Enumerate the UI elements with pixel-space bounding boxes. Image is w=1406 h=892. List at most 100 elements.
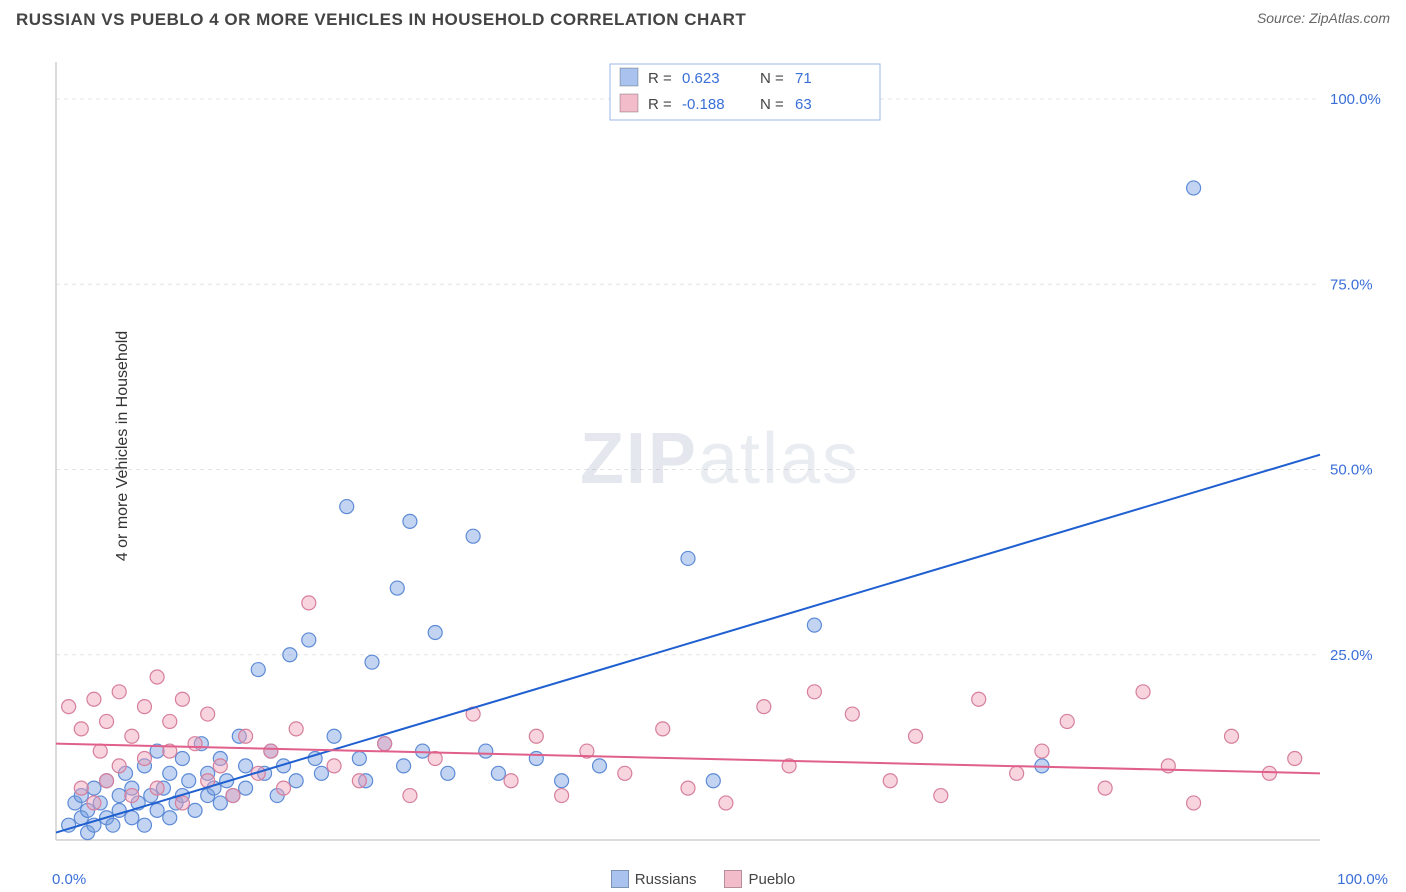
data-point — [74, 722, 88, 736]
data-point — [555, 789, 569, 803]
svg-text:100.0%: 100.0% — [1330, 91, 1381, 108]
data-point — [100, 714, 114, 728]
data-point — [807, 618, 821, 632]
legend-item: Pueblo — [724, 870, 795, 888]
data-point — [934, 789, 948, 803]
x-tick-left: 0.0% — [52, 871, 86, 888]
data-point — [618, 766, 632, 780]
legend-bottom: RussiansPueblo — [0, 870, 1406, 888]
chart-container: ZIPatlas 25.0%50.0%75.0%100.0%R = 0.623N… — [50, 56, 1390, 862]
data-point — [365, 655, 379, 669]
data-point — [441, 766, 455, 780]
data-point — [277, 781, 291, 795]
data-point — [706, 774, 720, 788]
data-point — [1035, 744, 1049, 758]
page-title: RUSSIAN VS PUEBLO 4 OR MORE VEHICLES IN … — [16, 10, 746, 30]
data-point — [289, 774, 303, 788]
data-point — [390, 581, 404, 595]
data-point — [302, 633, 316, 647]
data-point — [719, 796, 733, 810]
data-point — [188, 803, 202, 817]
data-point — [883, 774, 897, 788]
data-point — [1187, 796, 1201, 810]
data-point — [681, 551, 695, 565]
data-point — [340, 500, 354, 514]
data-point — [137, 751, 151, 765]
svg-text:R =: R = — [648, 70, 672, 87]
data-point — [327, 759, 341, 773]
data-point — [428, 626, 442, 640]
scatter-chart: 25.0%50.0%75.0%100.0%R = 0.623N = 71R = … — [50, 56, 1390, 862]
data-point — [1010, 766, 1024, 780]
data-point — [289, 722, 303, 736]
svg-text:63: 63 — [795, 96, 812, 113]
legend-top: R = 0.623N = 71R = -0.188N = 63 — [610, 64, 880, 120]
data-point — [491, 766, 505, 780]
data-point — [226, 789, 240, 803]
svg-text:N =: N = — [760, 70, 784, 87]
data-point — [150, 670, 164, 684]
svg-text:-0.188: -0.188 — [682, 96, 725, 113]
data-point — [656, 722, 670, 736]
data-point — [175, 751, 189, 765]
data-point — [112, 759, 126, 773]
data-point — [1262, 766, 1276, 780]
data-point — [188, 737, 202, 751]
data-point — [87, 796, 101, 810]
data-point — [1187, 181, 1201, 195]
trend-line — [56, 455, 1320, 833]
data-point — [378, 737, 392, 751]
data-point — [182, 774, 196, 788]
data-point — [1225, 729, 1239, 743]
source-label: Source: ZipAtlas.com — [1257, 10, 1390, 26]
data-point — [504, 774, 518, 788]
data-point — [163, 714, 177, 728]
data-point — [845, 707, 859, 721]
data-point — [125, 729, 139, 743]
data-point — [112, 685, 126, 699]
svg-text:50.0%: 50.0% — [1330, 462, 1373, 479]
data-point — [163, 766, 177, 780]
data-point — [93, 744, 107, 758]
data-point — [529, 729, 543, 743]
data-point — [239, 781, 253, 795]
data-point — [163, 811, 177, 825]
data-point — [87, 781, 101, 795]
data-point — [125, 811, 139, 825]
data-point — [137, 818, 151, 832]
data-point — [106, 818, 120, 832]
svg-text:75.0%: 75.0% — [1330, 276, 1373, 293]
legend-swatch — [611, 870, 629, 888]
data-point — [112, 789, 126, 803]
data-point — [283, 648, 297, 662]
x-tick-right: 100.0% — [1337, 871, 1388, 888]
data-point — [397, 759, 411, 773]
data-point — [213, 796, 227, 810]
legend-swatch — [724, 870, 742, 888]
data-point — [239, 729, 253, 743]
data-point — [352, 774, 366, 788]
svg-text:N =: N = — [760, 96, 784, 113]
svg-text:R =: R = — [648, 96, 672, 113]
data-point — [416, 744, 430, 758]
data-point — [150, 803, 164, 817]
legend-label: Pueblo — [748, 871, 795, 888]
data-point — [100, 774, 114, 788]
data-point — [1136, 685, 1150, 699]
data-point — [555, 774, 569, 788]
data-point — [74, 781, 88, 795]
data-point — [175, 692, 189, 706]
svg-text:25.0%: 25.0% — [1330, 647, 1373, 664]
data-point — [466, 529, 480, 543]
data-point — [251, 663, 265, 677]
data-point — [1060, 714, 1074, 728]
svg-text:0.623: 0.623 — [682, 70, 720, 87]
data-point — [479, 744, 493, 758]
data-point — [87, 692, 101, 706]
data-point — [264, 744, 278, 758]
data-point — [302, 596, 316, 610]
data-point — [213, 759, 227, 773]
data-point — [327, 729, 341, 743]
data-point — [239, 759, 253, 773]
data-point — [352, 751, 366, 765]
